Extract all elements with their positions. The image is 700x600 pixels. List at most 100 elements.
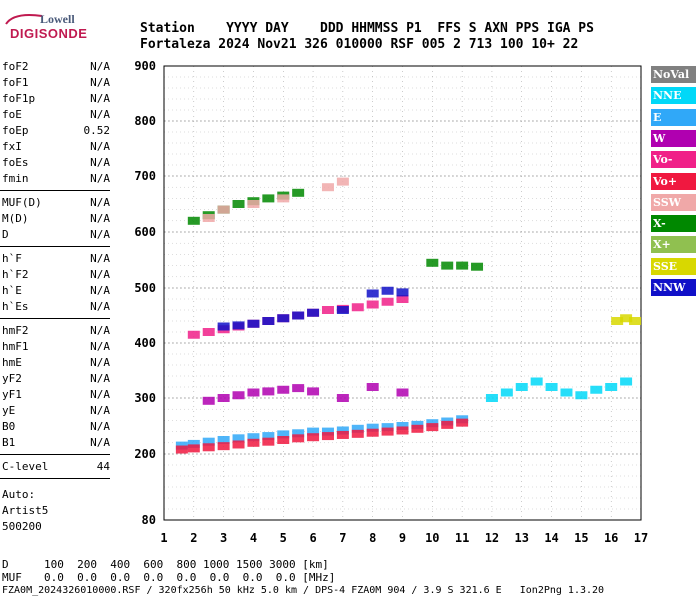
param-row-he: h`E N/A	[0, 284, 110, 298]
param-value: N/A	[90, 268, 110, 281]
legend-item-e: E	[651, 108, 696, 126]
param-row-fof1p: foF1p N/A	[0, 92, 110, 106]
param-name: hmE	[2, 356, 22, 369]
auto-text: Auto:	[2, 488, 36, 501]
data-point-w	[277, 385, 290, 394]
data-point-vo	[277, 436, 290, 444]
param-row-fxi: fxI N/A	[0, 140, 110, 154]
logo-line1: Lowell	[40, 12, 75, 26]
data-point-vo	[321, 432, 334, 441]
param-name: foE	[2, 108, 22, 121]
separator	[0, 190, 110, 191]
auto-line3: 500200	[0, 520, 110, 534]
param-name: foF2	[2, 60, 29, 73]
data-point-e	[396, 422, 409, 430]
data-point-e	[381, 423, 394, 432]
data-point-ssw	[336, 177, 349, 186]
data-point-nne	[530, 377, 543, 386]
y-tick-label: 80	[142, 513, 156, 527]
data-point-nnw	[262, 317, 275, 325]
param-row-foes: foEs N/A	[0, 156, 110, 170]
data-point-sse	[611, 317, 624, 325]
param-row-foe: foE N/A	[0, 108, 110, 122]
separator	[0, 454, 110, 455]
param-value: N/A	[90, 108, 110, 121]
muf-values: 0.0 0.0 0.0 0.0 0.0 0.0 0.0 0.0 [MHz]	[44, 571, 336, 584]
data-point-vo	[292, 434, 305, 443]
data-point-ssw	[277, 194, 290, 203]
data-point-x	[232, 200, 245, 208]
data-point-e	[351, 424, 364, 433]
y-tick-label: 400	[134, 336, 156, 350]
param-row-hme: hmE N/A	[0, 356, 110, 370]
data-point-vo	[366, 428, 379, 437]
param-row-yf1: yF1 N/A	[0, 388, 110, 402]
data-point-vo	[381, 427, 394, 436]
param-row-fof2: foF2 N/A	[0, 60, 110, 74]
param-row-mufd: MUF(D) N/A	[0, 196, 110, 210]
param-value: N/A	[90, 252, 110, 265]
param-row-b1: B1 N/A	[0, 436, 110, 450]
data-point-x	[262, 194, 275, 203]
auto-text: 500200	[2, 520, 42, 533]
legend-item-x: X-	[651, 215, 696, 233]
data-point-e	[307, 427, 320, 436]
param-row-hmf1: hmF1 N/A	[0, 340, 110, 354]
data-point-vo	[351, 429, 364, 438]
param-value: N/A	[90, 324, 110, 337]
param-name: h`F2	[2, 268, 29, 281]
x-tick-label: 17	[634, 531, 648, 545]
data-point-nne	[485, 394, 498, 402]
data-point-vo	[307, 433, 320, 442]
param-name: B1	[2, 436, 16, 449]
legend-item-noval: NoVal	[651, 66, 696, 83]
d-label: D	[2, 558, 9, 571]
param-row-hf: h`F N/A	[0, 252, 110, 266]
param-name: foEp	[2, 124, 29, 137]
x-tick-label: 16	[604, 531, 618, 545]
param-name: h`E	[2, 284, 22, 297]
x-tick-label: 9	[399, 531, 406, 545]
data-point-nne	[620, 377, 633, 386]
separator	[0, 478, 110, 479]
data-point-ssw	[217, 205, 230, 214]
legend-item-nne: NNE	[651, 87, 696, 105]
param-value: N/A	[90, 340, 110, 353]
data-point-w	[396, 388, 409, 397]
muf-label: MUF	[2, 571, 22, 584]
x-tick-label: 2	[190, 531, 197, 545]
y-tick-label: 200	[134, 447, 156, 461]
scaled-parameters-panel: foF2 N/A foF1 N/A foF1p N/A foE N/A foEp 0.52 fxI N…	[0, 60, 110, 540]
legend-item-w: W	[651, 129, 696, 147]
lowell-digisonde-logo: Lowell DIGISONDE	[4, 8, 87, 42]
data-point-vo	[366, 300, 379, 309]
data-point-vo	[187, 330, 200, 339]
y-tick-label: 600	[134, 225, 156, 239]
y-tick-label: 300	[134, 391, 156, 405]
legend-item-ssw: SSW	[651, 193, 696, 211]
data-point-nne	[500, 388, 513, 397]
data-point-vo	[175, 445, 188, 454]
param-name: yE	[2, 404, 16, 417]
param-value: N/A	[90, 76, 110, 89]
data-point-e	[277, 430, 290, 439]
data-point-vo	[247, 438, 260, 447]
data-point-x	[292, 188, 305, 197]
x-tick-label: 1	[160, 531, 167, 545]
param-name: B0	[2, 420, 16, 433]
data-point-ssw	[247, 200, 260, 208]
data-point-e	[187, 439, 200, 448]
param-value: N/A	[90, 140, 110, 153]
param-name: foEs	[2, 156, 29, 169]
data-point-nnw	[217, 322, 230, 331]
data-point-vo	[187, 444, 200, 453]
x-tick-label: 12	[485, 531, 499, 545]
param-name: h`Es	[2, 300, 29, 313]
data-point-nnw	[381, 286, 394, 295]
x-tick-label: 6	[309, 531, 316, 545]
data-point-e	[202, 437, 215, 446]
y-tick-label: 700	[134, 169, 156, 183]
legend-item-x: X+	[651, 236, 696, 254]
param-row-clevel: C-level 44	[0, 460, 110, 474]
